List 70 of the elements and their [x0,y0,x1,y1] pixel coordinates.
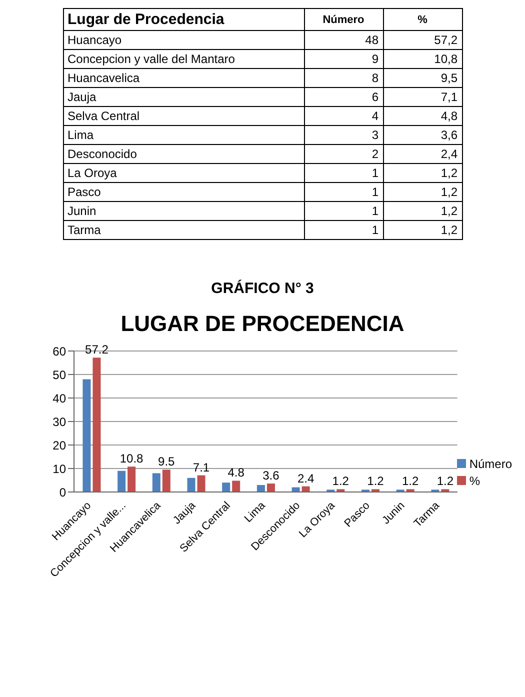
bar [162,470,170,492]
data-label: 9.5 [158,454,176,469]
data-label: 2,4 [383,144,462,164]
legend-label: Número [469,456,512,470]
data-label: 1,2 [383,220,462,240]
data-label: 1.2 [332,474,350,488]
y-tick-label: 0 [59,485,66,500]
text: Lugar de Procedencia [63,8,304,30]
y-tick-label: 40 [52,391,66,406]
bar [128,466,136,492]
data-label: 9 [304,50,383,68]
bar [187,478,196,492]
category-label: Jauja [63,88,304,106]
data-label: 2.4 [297,471,314,486]
bar [266,484,275,492]
category-label: Concepcion y valle del Mantaro [63,50,304,68]
y-tick-label: 50 [52,368,66,382]
data-label: 10,8 [383,50,462,68]
category-label: Selva Central [63,106,304,126]
data-label: 57.2 [85,342,109,357]
text: % [383,8,462,30]
y-tick-label: 10 [52,462,66,476]
data-label: 8 [304,68,383,88]
data-label: 57,2 [383,30,462,50]
legend-label: % [469,474,480,488]
y-tick-label: 20 [52,438,66,452]
data-label: 1.2 [402,474,419,488]
chart-subtitle: GRÁFICO N° 3 [210,280,315,297]
data-label: 4,8 [383,106,462,126]
category-label: Tarma [63,220,304,240]
data-label: 1 [304,182,383,202]
bar [197,475,206,492]
data-label: 1,2 [383,164,462,182]
category-label: Huancavelica [63,68,304,88]
bar [118,470,126,492]
category-label: Lima [63,126,304,144]
bar [152,473,160,492]
bar [82,379,91,492]
data-label: 3,6 [383,126,462,144]
category-label: La Oroya [63,164,304,182]
data-label: 2 [304,144,383,164]
category-label: Pasco [63,182,304,202]
data-label: 7,1 [383,88,462,106]
bar [92,358,101,492]
data-label: 1,2 [383,202,462,220]
data-label: 1 [304,220,383,240]
data-label: 1,2 [383,182,462,202]
data-label: 4 [304,106,383,126]
chart-title: LUGAR DE PROCEDENCIA [120,311,406,337]
category-label: Junin [63,202,304,220]
y-tick-label: 60 [52,344,66,358]
text: Número [304,8,383,30]
data-label: 1 [304,202,383,220]
category-label: Huancayo [63,30,304,50]
data-label: 1 [304,164,383,182]
category-label: Desconocido [63,144,304,164]
data-label: 7.1 [192,460,210,474]
data-label: 10.8 [120,452,144,466]
data-label: 48 [304,30,383,50]
data-label: 6 [304,88,383,106]
data-label: 4.8 [228,466,245,480]
data-label: 3 [304,126,383,144]
data-label: 1.2 [367,474,384,488]
bar [232,480,240,492]
data-label: 9,5 [383,68,462,88]
data-label: 3.6 [262,468,280,483]
data-label: 1.2 [436,474,454,488]
bar [222,482,230,492]
y-tick-label: 30 [52,414,66,429]
bar [256,484,265,492]
